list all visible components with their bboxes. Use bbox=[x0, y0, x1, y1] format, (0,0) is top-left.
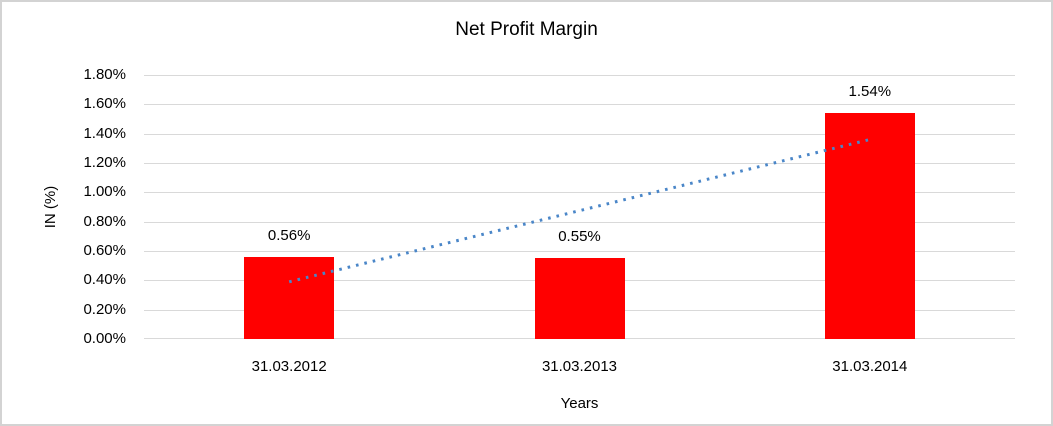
chart-title: Net Profit Margin bbox=[455, 19, 598, 40]
y-gridline bbox=[144, 104, 1015, 105]
bar-data-label: 0.55% bbox=[558, 228, 601, 246]
y-gridline bbox=[144, 222, 1015, 223]
y-gridline bbox=[144, 134, 1015, 135]
x-tick-label: 31.03.2013 bbox=[541, 358, 618, 375]
bar-data-label: 0.56% bbox=[267, 226, 311, 244]
y-tick-label: 0.00% bbox=[83, 330, 126, 347]
bar-data-label: 1.54% bbox=[848, 83, 892, 101]
y-tick-label: 0.60% bbox=[83, 242, 126, 259]
y-tick-label: 1.60% bbox=[83, 95, 126, 113]
y-tick-label: 0.80% bbox=[83, 212, 126, 230]
plot-area: 0.56% 0.55% 1.54% bbox=[144, 75, 1015, 339]
y-gridline bbox=[144, 192, 1015, 193]
y-tick-label: 0.20% bbox=[83, 300, 126, 318]
y-tick-label: 1.80% bbox=[83, 66, 126, 83]
y-tick-label: 1.40% bbox=[83, 124, 126, 142]
trendline bbox=[288, 138, 871, 284]
bar bbox=[824, 113, 915, 339]
y-gridline bbox=[144, 163, 1015, 164]
bar bbox=[244, 257, 335, 339]
y-tick-label: 1.00% bbox=[83, 183, 126, 201]
y-tick-label: 1.20% bbox=[83, 154, 126, 171]
x-tick-label: 31.03.2014 bbox=[832, 358, 908, 375]
x-tick-label: 31.03.2012 bbox=[251, 358, 327, 375]
y-tick-label: 0.40% bbox=[83, 271, 126, 289]
bar bbox=[534, 258, 625, 339]
y-gridline bbox=[144, 251, 1015, 252]
x-axis-title: Years bbox=[560, 395, 599, 412]
y-gridline bbox=[144, 75, 1015, 76]
trendline-layer bbox=[288, 138, 871, 284]
